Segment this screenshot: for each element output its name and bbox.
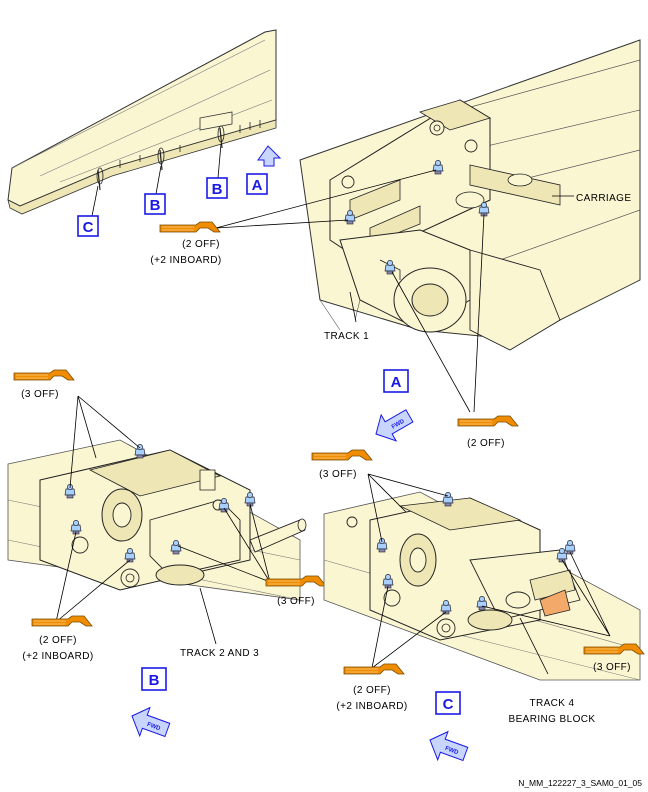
grease-gun-icon: [159, 221, 221, 233]
fwd-arrow-icon: FWD: [424, 726, 471, 769]
wing-callout-c: C: [77, 215, 99, 237]
fwd-arrow-icon: FWD: [126, 702, 173, 745]
view-c-grease-gun-top: [311, 449, 373, 461]
track4-label-2: BEARING BLOCK: [509, 714, 596, 725]
view-b-qty-left-1: (2 OFF): [39, 635, 77, 646]
wing-callout-b-2: B: [206, 177, 228, 199]
view-b-qty-right: (3 OFF): [277, 596, 315, 607]
view-c-qty-left-2: (+2 INBOARD): [336, 701, 407, 712]
grease-gun-icon: [457, 415, 519, 427]
up-arrow-icon: [257, 145, 282, 167]
view-a-leaders: [215, 169, 574, 413]
track1-label: TRACK 1: [324, 331, 369, 342]
fwd-arrow-c-text: FWD: [444, 746, 460, 757]
view-b-qty-top: (3 OFF): [21, 389, 59, 400]
view-b-callout-text: B: [149, 672, 160, 689]
wing-callout-a-text: A: [252, 177, 263, 194]
track2and3-label: TRACK 2 AND 3: [180, 648, 259, 659]
view-b-grease-gun-top: [13, 369, 75, 381]
view-a-drawing: [299, 39, 641, 351]
view-b-leaders: [55, 395, 271, 645]
grease-gun-icon: [13, 369, 75, 381]
wing-callout-b-1-text: B: [150, 197, 161, 214]
view-c-callout: C: [435, 691, 461, 715]
wing-callout-a: A: [246, 173, 268, 195]
wing-callout-b-1: B: [144, 193, 166, 215]
view-a-callout-text: A: [391, 374, 402, 391]
view-c-grease-gun-left: [343, 663, 405, 675]
view-c-qty-top: (3 OFF): [319, 469, 357, 480]
wing-overview: [7, 29, 277, 217]
grease-gun-icon: [343, 663, 405, 675]
view-a-grease-gun-top: [159, 221, 221, 233]
view-a-callout: A: [383, 369, 409, 393]
view-b-callout: B: [141, 667, 167, 691]
grease-nipple-icon: [564, 540, 576, 555]
view-b-qty-left-2: (+2 INBOARD): [22, 651, 93, 662]
view-c-drawing: [323, 491, 641, 681]
fwd-arrow-b-text: FWD: [146, 722, 162, 733]
view-a-grease-gun-bottom: [457, 415, 519, 427]
wing-callout-b-2-text: B: [212, 181, 223, 198]
view-b-grease-gun-left: [31, 615, 93, 627]
view-c-qty-right: (3 OFF): [593, 662, 631, 673]
view-b-drawing: [7, 439, 307, 601]
view-a-qty-bottom: (2 OFF): [467, 438, 505, 449]
grease-gun-icon: [311, 449, 373, 461]
figure-reference: N_MM_122227_3_SAM0_01_05: [518, 778, 642, 788]
fwd-arrow-icon: FWD: [368, 402, 418, 449]
view-c-leaders: [367, 473, 611, 675]
carriage-label: CARRIAGE: [576, 193, 631, 204]
view-a-qty-top-2: (+2 INBOARD): [150, 255, 221, 266]
view-a-qty-top-1: (2 OFF): [182, 239, 220, 250]
wing-callout-c-text: C: [83, 219, 94, 236]
view-c-qty-left-1: (2 OFF): [353, 685, 391, 696]
view-c-callout-text: C: [443, 696, 454, 713]
track4-label-1: TRACK 4: [529, 698, 574, 709]
grease-gun-icon: [31, 615, 93, 627]
